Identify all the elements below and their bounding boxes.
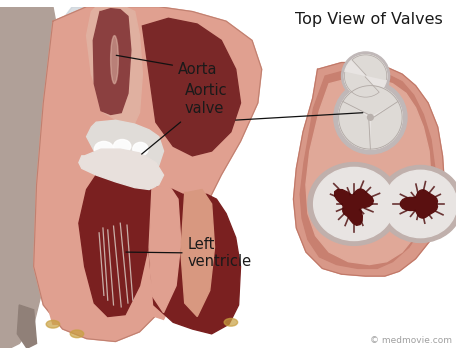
Polygon shape [306,78,431,264]
Circle shape [334,81,407,154]
Circle shape [342,52,390,100]
Ellipse shape [46,320,60,328]
Polygon shape [370,102,402,149]
Polygon shape [338,102,370,149]
Ellipse shape [384,170,457,237]
Text: Aortic
valve: Aortic valve [185,83,228,116]
Ellipse shape [314,168,394,241]
Ellipse shape [378,165,463,242]
Text: Aorta: Aorta [116,55,218,77]
Circle shape [367,114,374,120]
Ellipse shape [114,140,131,153]
Ellipse shape [94,141,114,157]
Polygon shape [18,305,36,348]
Polygon shape [58,7,221,103]
Polygon shape [335,189,374,225]
Polygon shape [149,185,181,313]
Polygon shape [142,18,240,156]
Polygon shape [300,70,435,268]
Polygon shape [343,86,398,115]
Polygon shape [293,62,445,276]
Polygon shape [87,7,142,127]
Text: Top View of Valves: Top View of Valves [295,12,443,27]
Polygon shape [43,151,101,324]
Ellipse shape [133,142,148,156]
Polygon shape [93,9,131,114]
Ellipse shape [110,36,118,84]
Polygon shape [142,178,240,334]
Text: © medmovie.com: © medmovie.com [370,337,452,345]
Ellipse shape [70,330,84,338]
Polygon shape [34,7,262,342]
Polygon shape [142,165,192,320]
Polygon shape [87,120,164,175]
Ellipse shape [308,163,400,245]
Polygon shape [181,190,215,317]
Polygon shape [79,149,164,190]
Circle shape [345,55,387,97]
Polygon shape [0,7,67,348]
Polygon shape [79,168,152,317]
Circle shape [338,86,402,149]
Polygon shape [401,190,438,218]
Text: Left
ventricle: Left ventricle [126,237,252,269]
Ellipse shape [224,318,237,326]
Polygon shape [352,55,387,80]
Polygon shape [345,72,379,97]
